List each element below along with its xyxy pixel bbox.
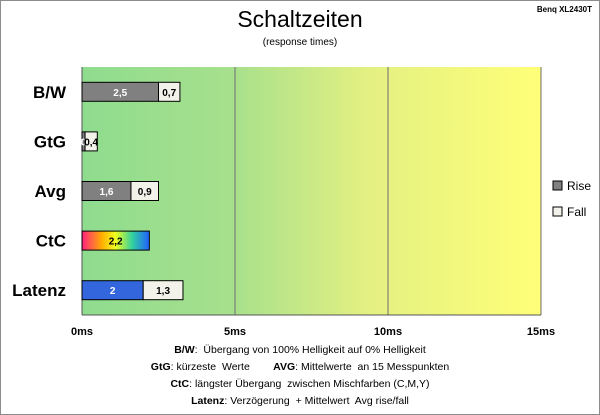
- footer-text-bw: : Übergang von 100% Helligkeit auf 0% He…: [194, 344, 426, 356]
- footer-key-gtg: GtG: [150, 361, 171, 373]
- bar-fall: [142, 280, 184, 301]
- category-label: Avg: [35, 182, 67, 201]
- bar-fall-label: 1,3: [156, 286, 170, 297]
- category-label: B/W: [33, 83, 67, 102]
- x-tick-label: 0ms: [71, 326, 93, 338]
- bar-fall: [158, 81, 181, 102]
- footer-text-avg: : Mittelwerte an 15 Messpunkten: [295, 361, 450, 373]
- category-label: Latenz: [12, 281, 66, 300]
- x-tick-label: 5ms: [224, 326, 246, 338]
- category-label: GtG: [34, 132, 66, 151]
- footer-key-bw: B/W: [174, 344, 195, 356]
- footer-line-gtg-avg: GtG: kürzeste Werte AVG: Mittelwerte an …: [0, 361, 600, 373]
- legend-swatch: [552, 180, 563, 191]
- x-tick-label: 10ms: [374, 326, 402, 338]
- footer-key-avg: AVG: [273, 361, 296, 373]
- legend-label: Rise: [567, 179, 591, 193]
- footer-text-ctc: : längster Übergang zwischen Mischfarben…: [189, 378, 430, 390]
- bar-fall-label: 0,7: [162, 88, 176, 99]
- legend-label: Fall: [567, 205, 586, 219]
- bar-rise-label: 2: [110, 286, 116, 297]
- bar-rise-label: 1,6: [100, 187, 114, 198]
- bar-fall-label: 0,9: [138, 187, 152, 198]
- bar-rise-label: 0: [81, 137, 87, 148]
- footer-text-gtg: : kürzeste Werte: [170, 361, 250, 373]
- category-label: CtC: [36, 232, 66, 251]
- footer-line-ctc: CtC: längster Übergang zwischen Mischfar…: [0, 378, 600, 390]
- footer-line-latenz: Latenz: Verzögerung + Mittelwert Avg ris…: [0, 395, 600, 407]
- bar-rise: [81, 230, 150, 251]
- footer-line-bw: B/W: Übergang von 100% Helligkeit auf 0%…: [0, 344, 600, 356]
- chart-subtitle: (response times): [262, 37, 338, 48]
- monitor-model: Benq XL2430T: [536, 5, 592, 14]
- bar-fall: [84, 131, 98, 152]
- chart-title: Schaltzeiten: [237, 6, 363, 32]
- footer-key-latenz: Latenz: [191, 395, 225, 407]
- bar-fall-label: 0,4: [84, 137, 98, 148]
- x-tick-label: 15ms: [527, 326, 555, 338]
- bar-rise-label: 2,5: [113, 88, 127, 99]
- footer-key-ctc: CtC: [170, 378, 190, 390]
- bar-rise-label: 2,2: [109, 237, 123, 248]
- footer-text-latenz: : Verzögerung + Mittelwert Avg rise/fall: [224, 395, 409, 407]
- legend-swatch: [552, 206, 563, 217]
- bar-fall: [130, 181, 160, 201]
